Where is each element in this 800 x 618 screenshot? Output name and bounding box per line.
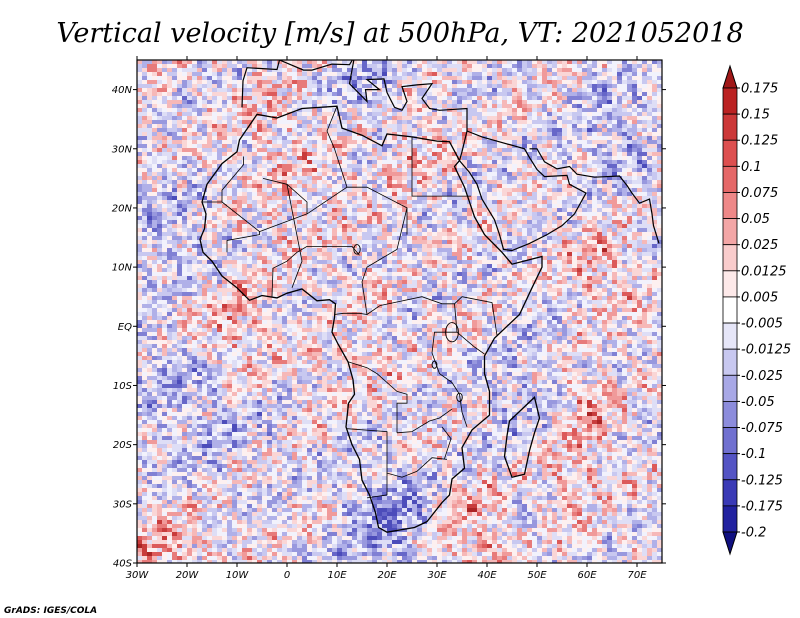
africa-coastline <box>199 105 543 533</box>
colorbar: 0.175 0.15 0.125 0.1 0.075 0.05 0.025 0.0125 0.0… <box>722 64 791 556</box>
chart-title: Vertical velocity [m/s] at 500hPa, VT: 2… <box>56 18 743 49</box>
y-tick-label: 40S <box>113 559 133 570</box>
country-border <box>326 106 348 188</box>
x-tick-label: 40E <box>477 570 497 581</box>
y-tick-label: 40N <box>112 85 133 96</box>
colorbar-swatch <box>722 505 738 533</box>
country-border <box>271 246 360 297</box>
colorbar-label: 0.05 <box>741 212 770 227</box>
colorbar-min-arrow <box>722 531 738 556</box>
y-tick-label: EQ <box>118 322 132 333</box>
y-axis: 40N 30N 20N 10N EQ 10S 20S 30S 40S <box>112 85 666 570</box>
colorbar-label: -0.1 <box>741 447 766 462</box>
y-tick-label: 30N <box>112 144 133 155</box>
colorbar-swatch <box>722 218 738 246</box>
country-border <box>411 136 471 197</box>
country-border <box>361 207 408 316</box>
lake-outline <box>431 360 438 369</box>
lake-outline <box>353 244 361 255</box>
colorbar-swatch <box>722 322 738 350</box>
colorbar-swatch <box>722 87 738 115</box>
velocity-field <box>137 60 662 563</box>
country-border <box>334 312 368 315</box>
x-tick-label: 20E <box>377 570 397 581</box>
country-border <box>306 186 408 235</box>
y-tick-label: 20S <box>113 440 133 451</box>
colorbar-label: -0.125 <box>741 473 783 488</box>
asia-coastline <box>529 148 660 244</box>
x-tick-label: 50E <box>527 570 547 581</box>
x-tick-label: 60E <box>577 570 597 581</box>
country-border <box>347 361 408 433</box>
colorbar-label: 0.15 <box>741 108 770 123</box>
colorbar-swatch <box>722 479 738 507</box>
x-tick-label: 0 <box>284 570 290 581</box>
colorbar-label: 0.0125 <box>741 264 787 279</box>
y-tick-label: 10S <box>113 381 133 392</box>
colorbar-label: 0.1 <box>741 160 762 175</box>
country-border <box>286 184 303 288</box>
country-border <box>456 331 485 355</box>
map-panel <box>136 59 663 564</box>
colorbar-swatch <box>722 113 738 141</box>
colorbar-label: -0.075 <box>741 421 783 436</box>
colorbar-swatch <box>722 348 738 376</box>
colorbar-label: -0.175 <box>741 499 783 514</box>
country-border <box>259 178 308 232</box>
lake-outline <box>445 322 459 343</box>
map-frame <box>136 59 663 564</box>
colorbar-swatch <box>722 427 738 455</box>
x-tick-label: 10E <box>327 570 347 581</box>
country-border <box>202 156 244 203</box>
country-border <box>431 352 468 428</box>
colorbar-label: 0.175 <box>741 82 778 97</box>
x-tick-label: 10W <box>226 570 250 581</box>
x-tick-label: 70E <box>627 570 647 581</box>
x-tick-label: 30W <box>126 570 150 581</box>
country-border <box>346 428 448 478</box>
colorbar-swatch <box>722 374 738 402</box>
country-border <box>221 201 260 253</box>
europe-coastline <box>241 60 468 131</box>
country-border <box>379 296 463 306</box>
colorbar-label: 0.025 <box>741 238 778 253</box>
colorbar-swatch <box>722 192 738 219</box>
country-border <box>366 473 388 499</box>
coastline-outline <box>199 60 660 533</box>
arabia-coastline <box>458 130 587 252</box>
colorbar-label: -0.0125 <box>741 343 791 358</box>
country-border <box>441 426 452 459</box>
colorbar-max-arrow <box>722 64 738 89</box>
colorbar-label: 0.005 <box>741 290 778 305</box>
colorbar-swatch <box>722 296 738 324</box>
y-tick-label: 10N <box>112 263 133 274</box>
colorbar-swatch <box>722 270 738 298</box>
colorbar-swatch <box>722 244 738 272</box>
country-border <box>396 408 453 434</box>
colorbar-label: -0.05 <box>741 395 775 410</box>
colorbar-label: -0.025 <box>741 369 783 384</box>
x-tick-label: 20W <box>176 570 200 581</box>
grads-credit: GrADS: IGES/COLA <box>4 606 97 616</box>
colorbar-swatch <box>722 165 738 193</box>
x-axis: 30W 20W 10W 0 10E 20E 30E 40E 50E 60E 70E <box>126 56 647 581</box>
colorbar-label: -0.2 <box>741 526 766 541</box>
y-tick-label: 30S <box>113 499 133 510</box>
colorbar-label: 0.075 <box>741 186 778 201</box>
x-tick-label: 30E <box>427 570 447 581</box>
colorbar-swatch <box>722 139 738 167</box>
colorbar-label: 0.125 <box>741 134 778 149</box>
colorbar-label: -0.005 <box>741 317 783 332</box>
colorbar-swatch <box>722 453 738 481</box>
colorbar-swatch <box>722 401 738 428</box>
madagascar-coastline <box>503 396 541 478</box>
y-tick-label: 20N <box>112 203 133 214</box>
country-border <box>461 296 498 336</box>
lake-outline <box>456 392 463 402</box>
